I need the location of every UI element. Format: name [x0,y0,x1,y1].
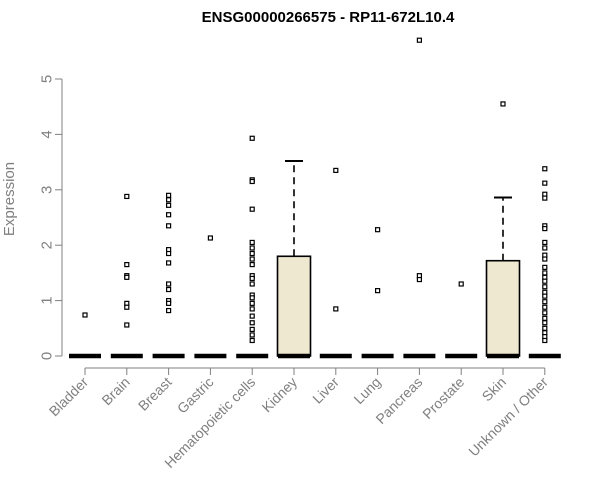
outlier-point [249,261,255,268]
outlier-point [542,256,548,262]
y-tick-label: 2 [39,241,56,249]
x-tick-label: Kidney [259,374,301,416]
outlier-point [416,37,422,43]
outlier-point [416,276,422,283]
outlier-point [249,178,255,185]
outlier-point [249,256,255,262]
box-iqr [276,255,312,357]
outlier-point [542,310,548,316]
x-tick-label: Unknown / Other [465,374,551,460]
outlier-point [166,286,172,293]
outlier-point [166,300,172,306]
outlier-point [542,195,548,201]
outlier-point [542,180,548,186]
outlier-point [207,235,213,241]
x-tick-label: Bladder [46,374,92,420]
outlier-point [500,101,506,107]
outlier-point [249,206,255,212]
x-tick-label: Lung [350,374,383,407]
outlier-point [249,295,255,301]
outlier-point [542,245,548,251]
x-tick-label: Liver [309,374,342,407]
x-tick-label: Prostate [419,374,467,422]
chart-title: ENSG00000266575 - RP11-672L10.4 [202,9,455,26]
outlier-point [166,202,172,208]
outlier-point [166,212,172,218]
outlier-point [542,299,548,305]
outlier-point [249,250,255,257]
y-tick-label: 4 [39,130,56,138]
y-tick-label: 3 [39,186,56,194]
outlier-point [166,307,172,314]
outlier-point [249,245,255,251]
outlier-point [375,227,381,233]
box-gastric [194,235,227,359]
outlier-point [542,264,548,270]
outlier-point [249,326,255,333]
box-unknown-other [528,166,561,359]
outlier-point [249,332,255,338]
outlier-point [249,239,255,246]
outlier-point [166,197,172,203]
outlier-point [166,223,172,229]
outlier-point [542,325,548,331]
y-tick-label: 0 [39,352,56,360]
outlier-point [542,284,548,290]
outlier-point [249,320,255,326]
box-liver [319,167,352,359]
outlier-point [542,293,548,299]
outlier-point [458,281,464,287]
y-tick-label: 1 [39,296,56,304]
outlier-point [542,225,548,232]
box-pancreas [403,37,436,359]
outlier-point [542,270,548,276]
box-brain [110,193,143,359]
x-tick-label: Skin [479,374,510,405]
outlier-point [166,250,172,257]
y-tick-label: 5 [39,75,56,83]
outlier-point [542,337,548,344]
outlier-point [249,337,255,344]
x-tick-label: Breast [135,374,175,414]
box-lung [361,227,394,359]
outlier-point [542,278,548,284]
outlier-point [124,304,130,310]
boxes [69,37,561,359]
outlier-point [542,320,548,326]
outlier-point [166,260,172,266]
outlier-point [542,239,548,246]
outlier-point [124,274,130,280]
outlier-point [249,306,255,312]
x-tick-label: Brain [98,374,132,408]
box-bladder [69,312,101,359]
outlier-point [249,135,255,141]
outlier-point [124,322,130,328]
box-kidney [276,159,312,359]
outlier-point [333,167,339,174]
box-breast [152,192,185,359]
outlier-point [82,312,88,318]
outlier-point [124,261,130,268]
outlier-point [249,275,255,282]
outlier-point [124,193,130,200]
box-skin [485,101,521,359]
y-axis: 0 1 2 3 4 5 [39,75,63,360]
outlier-point [375,288,381,294]
outlier-point [333,306,339,312]
y-axis-label: Expression [1,162,18,236]
outlier-point [249,313,255,319]
outlier-point [166,192,172,198]
box-prostate [445,281,478,359]
outlier-point [542,304,548,310]
box-iqr [485,259,521,357]
outlier-point [249,281,255,287]
outlier-point [542,315,548,321]
outlier-point [249,300,255,306]
outlier-point [166,281,172,287]
outlier-point [542,166,548,172]
box-hematopoietic-cells [236,135,269,359]
